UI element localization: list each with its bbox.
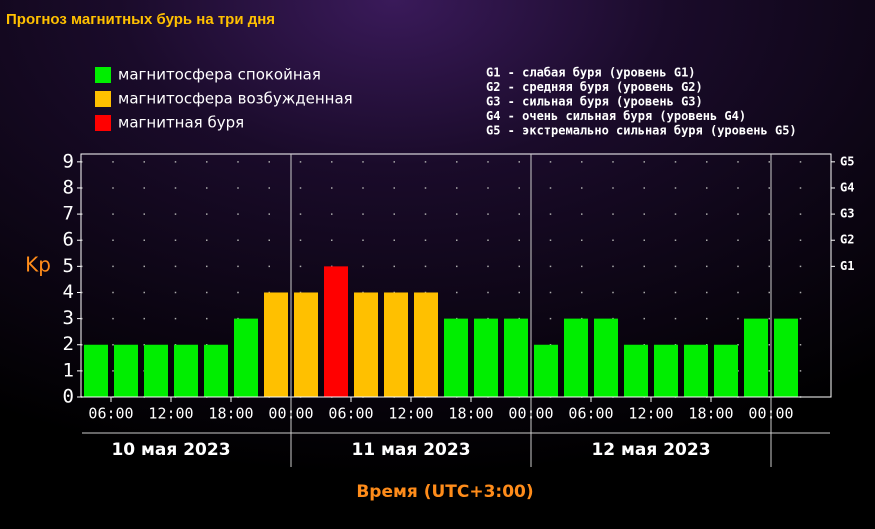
- legend-label: магнитосфера спокойная: [118, 66, 321, 84]
- bar: [624, 344, 648, 397]
- day-label: 10 мая 2023: [111, 440, 230, 460]
- bar: [84, 344, 108, 397]
- scale-legend-item: G1 - слабая буря (уровень G1): [486, 66, 696, 80]
- y-tick-label: 2: [63, 333, 74, 355]
- y-tick-label: 1: [63, 359, 74, 381]
- scale-legend-item: G2 - средняя буря (уровень G2): [486, 80, 703, 94]
- legend-label: магнитная буря: [118, 114, 244, 132]
- x-tick-label: 06:00: [568, 405, 613, 423]
- bar: [234, 318, 258, 397]
- day-label: 12 мая 2023: [591, 440, 710, 460]
- y-tick-label: 0: [63, 386, 74, 408]
- day-label: 11 мая 2023: [351, 440, 470, 460]
- scale-legend-item: G4 - очень сильная буря (уровень G4): [486, 109, 746, 123]
- bar: [684, 344, 708, 397]
- bar: [294, 292, 318, 397]
- bar: [324, 266, 348, 397]
- y-tick-label: 7: [63, 203, 74, 225]
- y-tick-label: 3: [63, 307, 74, 329]
- x-axis-label: Время (UTC+3:00): [356, 482, 533, 502]
- chart-title: Прогноз магнитных бурь на три дня: [6, 11, 275, 28]
- x-tick-label: 12:00: [388, 405, 433, 423]
- scale-legend-item: G5 - экстремально сильная буря (уровень …: [486, 124, 797, 138]
- x-tick-label: 18:00: [688, 405, 733, 423]
- y2-tick-label: G4: [840, 180, 854, 194]
- bar: [714, 344, 738, 397]
- bar: [594, 318, 618, 397]
- y-tick-label: 9: [63, 150, 74, 172]
- y-tick-label: 8: [63, 176, 74, 198]
- x-tick-label: 06:00: [328, 405, 373, 423]
- x-tick-label: 06:00: [88, 405, 133, 423]
- x-tick-label: 18:00: [208, 405, 253, 423]
- bar: [474, 318, 498, 397]
- bar: [504, 318, 528, 397]
- y2-tick-label: G1: [840, 259, 854, 273]
- bar: [114, 344, 138, 397]
- y-axis-label: Kp: [25, 253, 51, 277]
- y-tick-label: 5: [63, 255, 74, 277]
- bar: [354, 292, 378, 397]
- bar: [744, 318, 768, 397]
- x-tick-label: 18:00: [448, 405, 493, 423]
- bar: [144, 344, 168, 397]
- bar: [204, 344, 228, 397]
- bar: [174, 344, 198, 397]
- legend-swatch: [95, 91, 111, 107]
- bar: [654, 344, 678, 397]
- plot-frame: [80, 153, 832, 398]
- y2-tick-label: G3: [840, 207, 854, 221]
- x-tick-label: 12:00: [148, 405, 193, 423]
- bar: [414, 292, 438, 397]
- bar: [534, 344, 558, 397]
- bar: [384, 292, 408, 397]
- bar: [444, 318, 468, 397]
- bar: [774, 318, 798, 397]
- y-tick-label: 4: [63, 281, 74, 303]
- x-tick-label: 12:00: [628, 405, 673, 423]
- legend-swatch: [95, 67, 111, 83]
- y2-tick-label: G5: [840, 154, 854, 168]
- y2-tick-label: G2: [840, 233, 854, 247]
- scale-legend-item: G3 - сильная буря (уровень G3): [486, 95, 703, 109]
- bar: [564, 318, 588, 397]
- legend-label: магнитосфера возбужденная: [118, 90, 353, 108]
- legend-swatch: [95, 115, 111, 131]
- y-tick-label: 6: [63, 229, 74, 251]
- bar: [264, 292, 288, 397]
